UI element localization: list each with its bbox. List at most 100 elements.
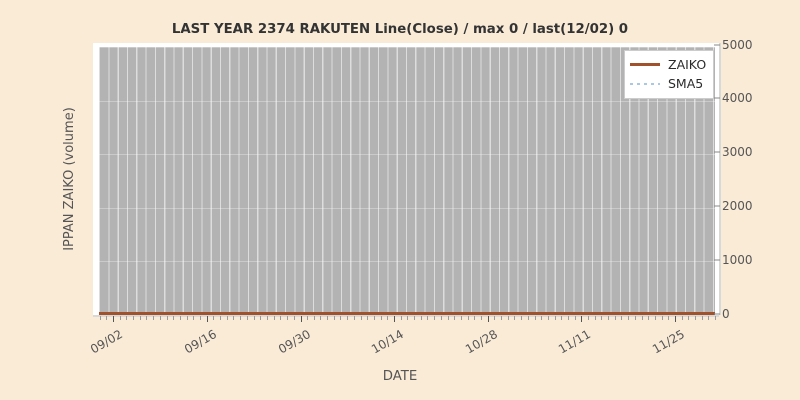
x-minor-tick-mark [307,316,309,320]
x-tick-mark [301,316,303,322]
x-minor-tick-mark [293,316,295,320]
x-minor-tick-mark [715,316,717,320]
x-tick-label: 09/16 [182,327,219,357]
x-minor-tick-mark [126,316,128,320]
y-tick-mark [714,151,720,152]
x-minor-tick-mark [380,316,382,320]
plot-area [99,47,715,315]
x-minor-tick-mark [708,316,710,320]
x-minor-tick-mark [179,316,181,320]
x-minor-tick-mark [407,316,409,320]
x-minor-tick-mark [313,316,315,320]
x-minor-tick-mark [434,316,436,320]
x-minor-tick-mark [688,316,690,320]
x-minor-tick-mark [99,316,101,320]
x-minor-tick-mark [159,316,161,320]
x-minor-tick-mark [420,316,422,320]
y-tick-label: 0 [722,306,730,321]
x-minor-tick-mark [240,316,242,320]
x-tick-label: 11/25 [650,327,687,357]
x-tick-label: 09/30 [276,327,313,357]
y-tick-mark [714,97,720,98]
x-minor-tick-mark [681,316,683,320]
x-minor-tick-mark [367,316,369,320]
x-minor-tick-mark [601,316,603,320]
x-minor-tick-mark [447,316,449,320]
x-minor-tick-mark [340,316,342,320]
x-minor-tick-mark [527,316,529,320]
x-minor-tick-mark [146,316,148,320]
x-minor-tick-mark [460,316,462,320]
x-minor-tick-mark [353,316,355,320]
x-minor-tick-mark [266,316,268,320]
horizontal-gridline [99,261,715,263]
x-tick-mark [394,316,396,322]
y-axis-spine [719,43,721,315]
x-minor-tick-mark [521,316,523,320]
x-minor-tick-mark [199,316,201,320]
legend-item-label: ZAIKO [668,57,707,72]
legend-item-zaiko[interactable]: ZAIKO [630,55,708,74]
x-minor-tick-mark [507,316,509,320]
x-tick-mark [581,316,583,322]
x-minor-tick-mark [119,316,121,320]
x-minor-tick-mark [220,316,222,320]
x-minor-tick-mark [400,316,402,320]
x-minor-tick-mark [554,316,556,320]
x-minor-tick-mark [427,316,429,320]
y-tick-mark [714,205,720,206]
y-tick-label: 1000 [722,252,753,267]
plot-frame [93,43,719,315]
legend-item-sma5[interactable]: SMA5 [630,74,708,93]
x-minor-tick-mark [273,316,275,320]
x-tick-label: 11/11 [556,327,593,357]
x-tick-label: 09/02 [88,327,125,357]
x-minor-tick-mark [641,316,643,320]
x-minor-tick-mark [260,316,262,320]
x-minor-tick-mark [173,316,175,320]
series-line-zaiko [99,312,715,315]
x-minor-tick-mark [474,316,476,320]
x-minor-tick-mark [193,316,195,320]
x-minor-tick-mark [574,316,576,320]
x-minor-tick-mark [133,316,135,320]
x-minor-tick-mark [668,316,670,320]
x-axis-spine [93,315,719,317]
legend-item-label: SMA5 [668,76,704,91]
x-tick-mark [488,316,490,322]
y-axis-label: IPPAN ZAIKO (volume) [62,107,77,251]
x-minor-tick-mark [588,316,590,320]
x-minor-tick-mark [534,316,536,320]
x-minor-tick-mark [139,316,141,320]
chart-title: LAST YEAR 2374 RAKUTEN Line(Close) / max… [171,22,629,37]
x-minor-tick-mark [186,316,188,320]
x-minor-tick-mark [608,316,610,320]
x-minor-tick-mark [153,316,155,320]
y-tick-mark [714,313,720,314]
x-minor-tick-mark [494,316,496,320]
y-tick-label: 3000 [722,144,753,159]
x-minor-tick-mark [333,316,335,320]
x-minor-tick-mark [634,316,636,320]
x-axis-label: DATE [382,369,418,384]
x-minor-tick-mark [246,316,248,320]
legend-dotted-swatch-icon [630,78,660,90]
y-tick-label: 2000 [722,198,753,213]
horizontal-gridline [99,47,715,48]
horizontal-gridline [99,207,715,209]
x-tick-mark [675,316,677,322]
x-minor-tick-mark [467,316,469,320]
horizontal-gridline [99,100,715,102]
x-minor-tick-mark [360,316,362,320]
x-minor-tick-mark [414,316,416,320]
x-minor-tick-mark [327,316,329,320]
x-minor-tick-mark [594,316,596,320]
x-minor-tick-mark [320,316,322,320]
x-minor-tick-mark [541,316,543,320]
y-tick-mark [714,44,720,45]
chart-legend[interactable]: ZAIKO SMA5 [624,50,714,99]
x-minor-tick-mark [226,316,228,320]
x-minor-tick-mark [286,316,288,320]
x-minor-tick-mark [501,316,503,320]
